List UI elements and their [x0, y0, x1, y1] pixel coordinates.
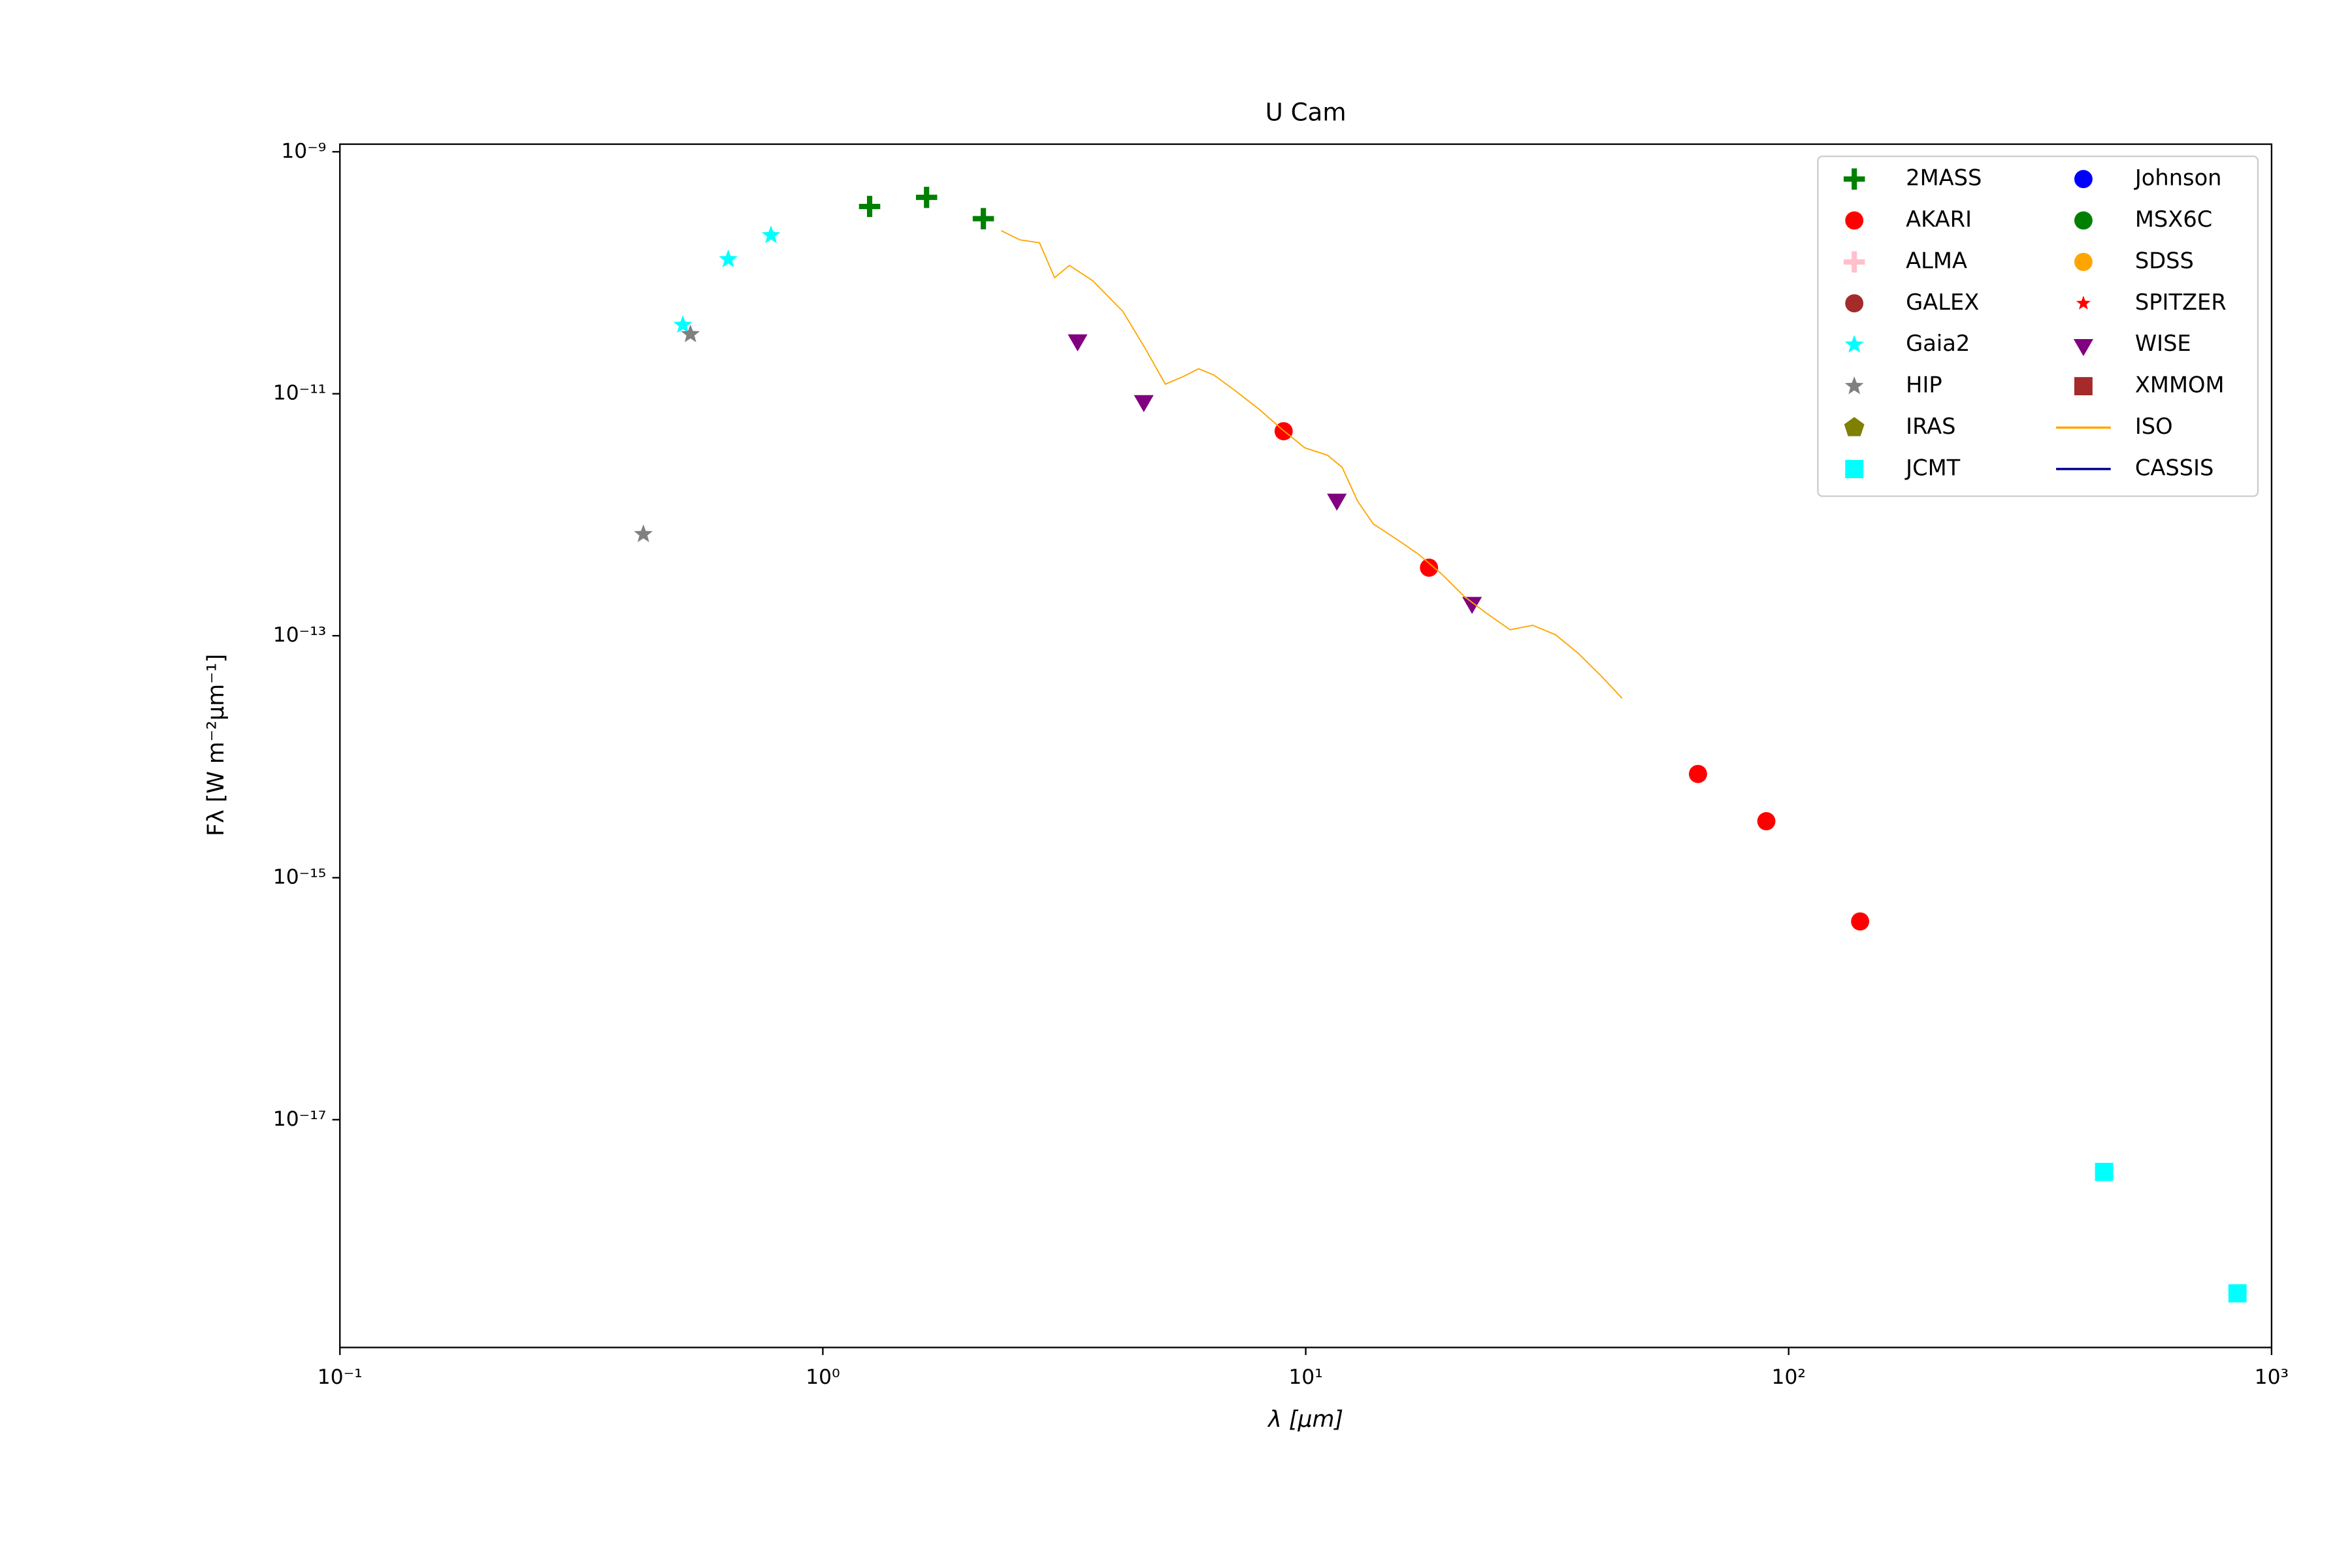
marker [1068, 334, 1088, 351]
marker [2228, 1284, 2247, 1303]
legend-label: WISE [2135, 331, 2191, 356]
marker [681, 324, 700, 342]
marker [2074, 377, 2093, 396]
marker [673, 315, 693, 333]
marker [2073, 338, 2093, 357]
legend-label: CASSIS [2135, 455, 2214, 480]
marker [1327, 493, 1347, 511]
marker [719, 249, 738, 268]
line-series [1000, 230, 1623, 699]
legend-label: GALEX [1906, 289, 1979, 315]
marker [2074, 252, 2093, 271]
legend-label: Johnson [2134, 165, 2222, 191]
marker [2074, 211, 2093, 230]
marker [1689, 764, 1707, 783]
marker [915, 186, 938, 208]
legend-label: ALMA [1906, 248, 1967, 273]
x-tick-label: 10⁻¹ [318, 1365, 363, 1389]
x-axis-label: λ [μm] [1267, 1407, 1343, 1433]
marker [1844, 335, 1864, 353]
legend-label: JCMT [1904, 455, 1960, 480]
marker [1420, 558, 1439, 577]
marker [1845, 294, 1864, 313]
legend-label: SPITZER [2135, 289, 2227, 315]
x-tick-label: 10² [1772, 1365, 1806, 1389]
marker [972, 208, 994, 229]
marker [2095, 1162, 2114, 1181]
marker [1845, 211, 1864, 230]
marker [1845, 459, 1864, 478]
x-tick-label: 10³ [2255, 1365, 2289, 1389]
marker [1851, 912, 1870, 931]
legend-label: IRAS [1906, 414, 1955, 439]
y-tick-label: 10⁻¹¹ [273, 382, 327, 405]
legend-label: 2MASS [1906, 165, 1982, 191]
marker [1843, 168, 1865, 190]
legend-label: ISO [2135, 414, 2173, 439]
legend-box [1817, 155, 2259, 497]
legend-label: MSX6C [2135, 206, 2212, 232]
x-tick-label: 10⁰ [806, 1365, 840, 1389]
y-tick-label: 10⁻⁹ [281, 139, 326, 163]
marker [1462, 596, 1482, 614]
legend-label: HIP [1906, 372, 1942, 398]
chart-title: U Cam [1266, 99, 1347, 127]
legend-label: Gaia2 [1906, 331, 1970, 356]
legend-label: SDSS [2135, 248, 2194, 273]
legend-label: XMMOM [2135, 372, 2225, 398]
marker [2076, 295, 2091, 310]
y-axis-label: Fλ [W m⁻²μm⁻¹] [203, 654, 229, 836]
marker [761, 225, 781, 244]
marker [1757, 812, 1776, 830]
marker [1843, 251, 1865, 273]
y-tick-label: 10⁻¹⁵ [273, 865, 327, 889]
marker [1844, 376, 1864, 395]
marker [858, 195, 881, 218]
marker [1844, 417, 1865, 436]
y-tick-label: 10⁻¹⁷ [273, 1107, 327, 1131]
x-tick-label: 10¹ [1288, 1365, 1322, 1389]
legend-label: AKARI [1906, 206, 1972, 232]
marker [1134, 395, 1154, 412]
y-tick-label: 10⁻¹³ [273, 623, 327, 647]
marker [2074, 170, 2093, 189]
marker [634, 524, 653, 542]
